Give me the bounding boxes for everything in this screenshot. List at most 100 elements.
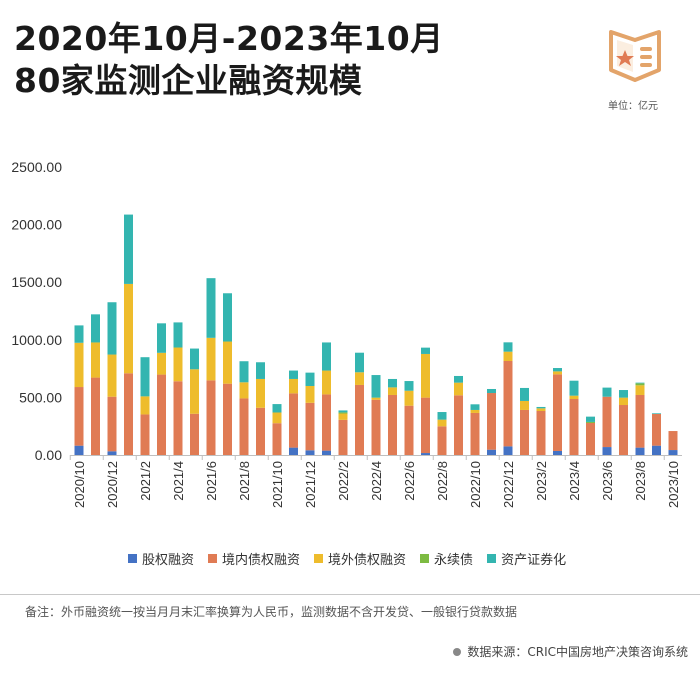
bar-segment-stock bbox=[503, 446, 513, 455]
bar-segment-abs bbox=[256, 362, 265, 379]
legend-item: 境内债权融资 bbox=[208, 549, 300, 568]
bar-segment-overseas-debt bbox=[322, 370, 331, 395]
bar-segment-abs bbox=[470, 404, 480, 410]
bar-segment-domestic-debt bbox=[569, 399, 579, 455]
bar-segment-domestic-debt bbox=[586, 422, 595, 455]
bar-segment-overseas-debt bbox=[140, 396, 150, 415]
bar-segment-abs bbox=[305, 372, 315, 386]
legend-item: 资产证券化 bbox=[487, 549, 566, 568]
bar-segment-stock bbox=[487, 449, 496, 455]
bar-segment-domestic-debt bbox=[223, 383, 232, 455]
bar-segment-abs bbox=[355, 352, 364, 373]
bar-segment-abs bbox=[107, 302, 117, 355]
bar-segment-stock bbox=[668, 450, 678, 455]
bar-segment-domestic-debt bbox=[635, 394, 645, 448]
bar-segment-domestic-debt bbox=[239, 398, 249, 455]
x-tick-label: 2021/2 bbox=[138, 461, 153, 501]
bar-segment-domestic-debt bbox=[322, 394, 331, 451]
bar-segment-overseas-debt bbox=[223, 341, 232, 384]
bar-segment-overseas-debt bbox=[107, 354, 117, 397]
bar-segment-overseas-debt bbox=[635, 385, 645, 395]
y-tick-label: 0.00 bbox=[35, 447, 62, 463]
bullet-icon bbox=[453, 647, 462, 656]
legend-swatch bbox=[314, 554, 324, 563]
bar-segment-abs bbox=[140, 357, 150, 397]
x-tick-label: 2023/2 bbox=[534, 461, 549, 501]
bar-segment-domestic-debt bbox=[206, 380, 216, 455]
x-tick-label: 2022/6 bbox=[402, 461, 417, 501]
bar-segment-abs bbox=[569, 380, 579, 396]
bar-segment-abs bbox=[190, 348, 199, 370]
bar-segment-abs bbox=[404, 381, 414, 391]
bar-segment-abs bbox=[338, 410, 348, 413]
bar-segment-domestic-debt bbox=[404, 405, 414, 455]
legend-swatch bbox=[128, 554, 137, 563]
footnote: 备注：外币融资统一按当月月末汇率换算为人民币，监测数据不含开发贷、一般银行贷款数… bbox=[25, 605, 518, 619]
x-tick-label: 2021/4 bbox=[171, 461, 186, 501]
bar-segment-overseas-debt bbox=[437, 419, 447, 427]
y-tick-label: 1000.00 bbox=[11, 332, 62, 348]
bar-segment-abs bbox=[553, 368, 562, 372]
bar-segment-abs bbox=[503, 342, 513, 352]
bar-segment-abs bbox=[124, 214, 133, 284]
bar-segment-overseas-debt bbox=[553, 371, 562, 375]
bar-segment-domestic-debt bbox=[289, 393, 298, 448]
bar-segment-abs bbox=[421, 347, 430, 354]
bar-segment-domestic-debt bbox=[553, 374, 562, 451]
bar-segment-domestic-debt bbox=[470, 412, 480, 455]
legend-item: 股权融资 bbox=[128, 549, 194, 568]
bar-segment-domestic-debt bbox=[602, 396, 612, 448]
bar-segment-domestic-debt bbox=[305, 402, 315, 451]
bar-segment-perpetual bbox=[635, 383, 645, 386]
bar-segment-overseas-debt bbox=[470, 409, 480, 413]
x-tick-label: 2023/4 bbox=[567, 461, 582, 501]
bar-segment-stock bbox=[322, 450, 331, 455]
bar-segment-abs bbox=[74, 325, 84, 343]
bar-segment-abs bbox=[272, 404, 282, 413]
bar-segment-stock bbox=[553, 450, 562, 455]
bar-segment-stock bbox=[602, 447, 612, 455]
bar-segment-overseas-debt bbox=[124, 283, 133, 374]
bar-segment-domestic-debt bbox=[437, 426, 447, 455]
x-tick-label: 2022/2 bbox=[336, 461, 351, 501]
legend-label: 股权融资 bbox=[142, 553, 195, 568]
bar-segment-overseas-debt bbox=[91, 342, 100, 378]
bar-segment-overseas-debt bbox=[404, 390, 414, 406]
legend-item: 境外债权融资 bbox=[314, 549, 406, 568]
bar-segment-domestic-debt bbox=[454, 395, 463, 455]
bar-segment-domestic-debt bbox=[503, 360, 513, 447]
bar-segment-abs bbox=[206, 278, 216, 338]
legend-item: 永续债 bbox=[420, 549, 473, 568]
title-line-1: 2020年10月-2023年10月 bbox=[14, 19, 444, 58]
bar-segment-abs bbox=[239, 361, 249, 383]
bar-segment-abs bbox=[586, 416, 595, 422]
x-tick-label: 2022/8 bbox=[435, 461, 450, 501]
bar-segment-overseas-debt bbox=[569, 395, 579, 400]
bar-segment-overseas-debt bbox=[536, 408, 546, 411]
x-tick-label: 2022/4 bbox=[369, 461, 384, 501]
legend-label: 资产证券化 bbox=[501, 553, 567, 568]
bar-segment-domestic-debt bbox=[272, 423, 282, 455]
bar-segment-overseas-debt bbox=[256, 378, 265, 408]
legend-swatch bbox=[208, 554, 218, 563]
bar-segment-abs bbox=[520, 387, 529, 401]
bar-segment-overseas-debt bbox=[619, 397, 628, 406]
bar-segment-overseas-debt bbox=[421, 353, 430, 398]
x-tick-label: 2022/12 bbox=[501, 461, 516, 508]
bar-segment-overseas-debt bbox=[272, 412, 282, 424]
chart-title: 2020年10月-2023年10月 80家监测企业融资规模 bbox=[14, 18, 444, 102]
bar-segment-domestic-debt bbox=[388, 394, 397, 455]
x-tick-label: 2023/6 bbox=[600, 461, 615, 501]
legend-label: 境内债权融资 bbox=[222, 553, 301, 568]
bar-segment-abs bbox=[173, 322, 183, 348]
bar-segment-abs bbox=[536, 406, 546, 409]
bar-segment-stock bbox=[107, 451, 117, 455]
bar-segment-overseas-debt bbox=[371, 397, 381, 400]
x-tick-label: 2021/12 bbox=[303, 461, 318, 508]
bar-segment-abs bbox=[91, 314, 100, 343]
bar-segment-abs bbox=[437, 412, 447, 420]
bar-segment-abs bbox=[322, 342, 331, 371]
bar-segment-overseas-debt bbox=[173, 347, 183, 382]
bar-segment-stock bbox=[289, 447, 298, 455]
bar-segment-perpetual bbox=[586, 421, 595, 423]
